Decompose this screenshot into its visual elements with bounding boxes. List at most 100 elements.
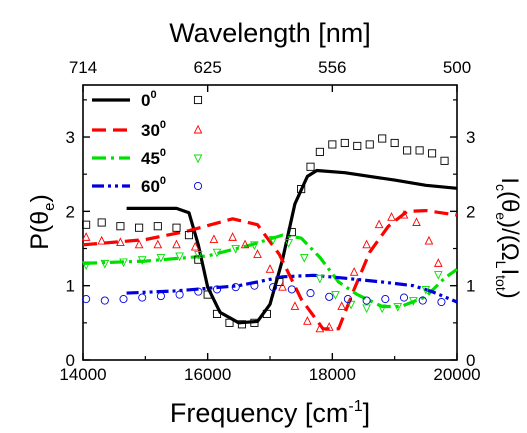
data-point [175, 290, 184, 299]
data-point [119, 295, 128, 304]
data-point [212, 309, 222, 318]
data-point [393, 303, 403, 312]
data-point [250, 241, 259, 251]
x-axis-title: Frequency [cm-1] [170, 398, 370, 428]
top-axis-title: Wavelength [nm] [169, 18, 371, 48]
data-point [97, 235, 107, 245]
data-point [240, 239, 250, 249]
series-line-2 [82, 233, 458, 309]
legend-item-0: 00 [92, 89, 203, 110]
data-point [437, 297, 446, 307]
data-point [97, 218, 106, 227]
data-point [403, 146, 412, 155]
data-point [299, 253, 309, 263]
data-point [237, 320, 247, 329]
y2-tick-label: 2 [466, 202, 475, 221]
data-point [82, 220, 91, 229]
data-point [265, 264, 275, 273]
x-tick-label: 16000 [184, 365, 231, 384]
data-point [193, 251, 203, 260]
data-point [81, 232, 91, 241]
data-point [387, 212, 396, 221]
data-point [212, 248, 222, 258]
data-point [377, 304, 387, 314]
data-point [290, 301, 300, 310]
legend-label: 600 [141, 175, 166, 196]
legend-marker [193, 124, 203, 134]
data-point [190, 241, 200, 251]
data-point [278, 281, 287, 291]
data-point [203, 290, 212, 299]
data-point [415, 146, 424, 155]
series-line-1 [82, 209, 458, 331]
data-point [134, 239, 144, 249]
data-point [418, 296, 427, 305]
x-tick-label: 14000 [59, 365, 106, 384]
data-point [421, 285, 431, 295]
legend-marker [193, 154, 203, 164]
data-point [269, 283, 278, 292]
data-point [297, 185, 306, 194]
top-tick-label: 556 [318, 58, 346, 77]
legend-label: 00 [141, 89, 157, 110]
data-point [343, 295, 352, 304]
data-point [137, 256, 147, 265]
data-point [156, 253, 166, 263]
data-point [284, 239, 294, 248]
data-point [328, 140, 337, 149]
legend-label: 300 [141, 119, 166, 140]
data-point [325, 292, 334, 301]
data-point [362, 296, 371, 305]
legend-item-3: 600 [92, 175, 203, 196]
data-point [315, 147, 324, 156]
data-point [362, 304, 371, 314]
data-point [303, 316, 312, 325]
data-point [412, 217, 421, 226]
data-point [440, 156, 449, 165]
series-3-points [82, 281, 446, 307]
data-point [250, 281, 259, 290]
y2-tick-label: 1 [466, 277, 475, 296]
y-tick-label: 2 [66, 202, 75, 221]
data-point [353, 141, 362, 150]
y2-axis-title: Ic(θe)/(ΩLItot) [493, 177, 523, 298]
data-point [306, 289, 315, 298]
data-point [184, 231, 194, 240]
data-point [306, 162, 315, 171]
data-point [175, 252, 184, 262]
series-2-points [81, 236, 443, 314]
data-point [250, 318, 259, 327]
data-point [409, 297, 418, 306]
top-tick-label: 625 [193, 58, 221, 77]
data-point [231, 283, 240, 292]
legend-marker [193, 181, 203, 191]
data-point [100, 296, 109, 305]
data-point [100, 259, 110, 269]
data-point [262, 309, 271, 318]
data-point [365, 140, 374, 149]
series-0-points [82, 134, 449, 329]
data-point [119, 258, 128, 268]
data-point [225, 318, 234, 327]
series-points [81, 134, 449, 333]
data-point [231, 245, 241, 254]
data-point [116, 222, 125, 231]
top-tick-label: 500 [443, 58, 471, 77]
data-point [275, 277, 284, 287]
data-point [349, 267, 359, 276]
legend: 00 300 450 600 [92, 89, 203, 196]
y-axis-title: P(θe) [26, 194, 58, 250]
data-point [194, 287, 203, 296]
y-tick-label: 1 [66, 277, 75, 296]
data-point [433, 258, 443, 267]
data-point [315, 274, 325, 284]
data-point [212, 285, 222, 294]
data-point [81, 261, 91, 271]
data-point [381, 295, 390, 304]
data-point [82, 295, 91, 304]
top-tick-label: 714 [69, 58, 97, 77]
y-axis-title-sub: e [41, 203, 58, 211]
legend-marker [193, 95, 203, 105]
